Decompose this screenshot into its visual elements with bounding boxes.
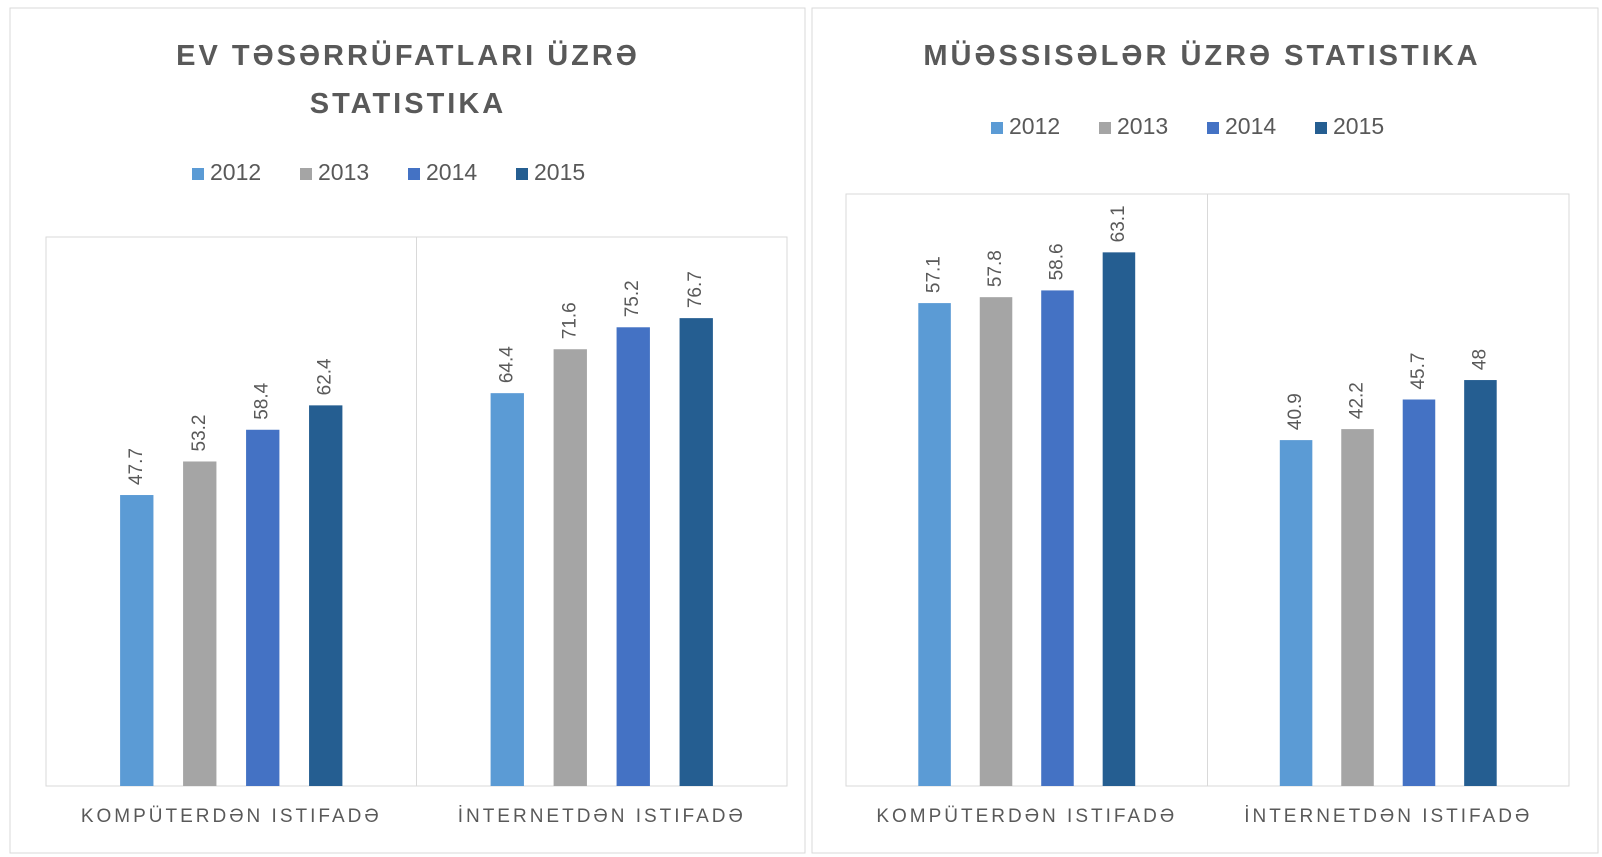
chart-title: EV TƏSƏRRÜFATLARI ÜZRƏ STATISTIKA: [176, 40, 640, 120]
legend-label: 2012: [1009, 113, 1060, 139]
legend-swatch: [300, 168, 312, 180]
legend-swatch: [408, 168, 420, 180]
bar: [1041, 290, 1074, 786]
bar: [1402, 399, 1436, 786]
x-tick-label: İNTERNETDƏN ISTIFADƏ: [1244, 806, 1532, 827]
data-label: 58.4: [252, 382, 273, 419]
x-tick-label: KOMPÜTERDƏN ISTIFADƏ: [876, 806, 1177, 827]
legend-label: 2015: [1333, 113, 1384, 139]
data-label: 71.6: [559, 302, 580, 339]
x-tick-label: KOMPÜTERDƏN ISTIFADƏ: [81, 806, 382, 827]
data-label: 58.6: [1046, 243, 1067, 280]
bar: [918, 303, 951, 786]
data-label: 47.7: [126, 448, 147, 485]
legend-label: 2013: [318, 159, 369, 185]
panel-border: [9, 7, 806, 854]
bar: [1279, 440, 1313, 786]
legend-label: 2012: [210, 159, 261, 185]
bar: [309, 405, 343, 786]
bar: [979, 297, 1013, 786]
bar: [1464, 380, 1497, 786]
bar: [120, 495, 154, 786]
legend-swatch: [1099, 122, 1111, 134]
bar: [616, 327, 650, 786]
data-label: 64.4: [496, 346, 517, 383]
legend-swatch: [516, 168, 528, 180]
bar: [679, 318, 713, 786]
bar: [1102, 252, 1136, 787]
panel-border: [811, 7, 1599, 854]
bar: [553, 349, 587, 786]
data-label: 40.9: [1285, 393, 1306, 430]
bar: [246, 429, 280, 786]
legend-swatch: [991, 122, 1003, 134]
data-label: 48: [1469, 349, 1490, 370]
data-label: 53.2: [189, 414, 210, 451]
data-label: 57.1: [924, 256, 945, 293]
legend-label: 2014: [1225, 113, 1276, 139]
legend-swatch: [1207, 122, 1219, 134]
legend-label: 2014: [426, 159, 477, 185]
data-label: 45.7: [1408, 353, 1429, 390]
bar: [183, 461, 217, 786]
legend-label: 2013: [1117, 113, 1168, 139]
legend-swatch: [192, 168, 204, 180]
data-label: 76.7: [685, 271, 706, 308]
data-label: 57.8: [985, 250, 1006, 287]
bar: [1341, 429, 1374, 786]
legend-label: 2015: [534, 159, 585, 185]
bar: [490, 393, 524, 786]
data-label: 42.2: [1347, 382, 1368, 419]
x-tick-label: İNTERNETDƏN ISTIFADƏ: [458, 806, 746, 827]
chart-title: MÜƏSSISƏLƏR ÜZRƏ STATISTIKA: [923, 40, 1481, 72]
data-label: 75.2: [622, 280, 643, 317]
legend-swatch: [1315, 122, 1327, 134]
data-label: 63.1: [1108, 205, 1129, 242]
data-label: 62.4: [315, 358, 336, 395]
